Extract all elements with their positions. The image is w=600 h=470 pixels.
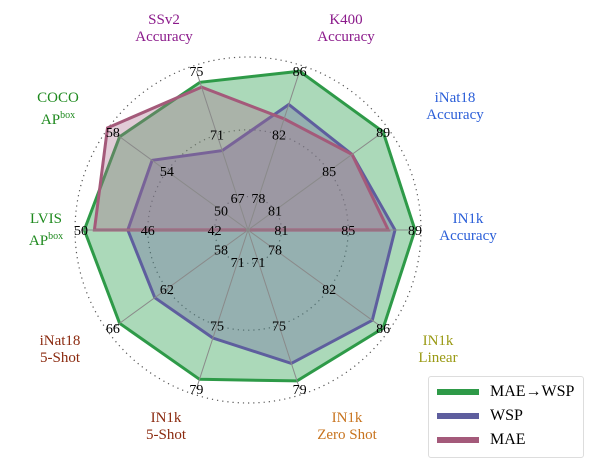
axis-spoke — [112, 131, 249, 231]
axis-label-inat18-accuracy: iNat18 Accuracy — [405, 90, 505, 124]
tick-label: 58 — [106, 126, 120, 141]
legend-item-mae: MAE — [437, 429, 526, 451]
axis-label-line: Accuracy — [317, 29, 375, 45]
axis-label-in1k-zero-shot: IN1k Zero Shot — [302, 410, 392, 444]
tick-label: 67 — [231, 192, 245, 207]
tick-label: 75 — [189, 65, 203, 80]
tick-label: 79 — [189, 383, 203, 398]
tick-label: 89 — [376, 126, 390, 141]
legend-swatch — [437, 437, 479, 443]
axis-label-line: iNat18 — [434, 90, 476, 106]
tick-label: 79 — [293, 383, 307, 398]
superscript: box — [60, 110, 76, 121]
axis-spoke — [247, 229, 301, 389]
axis-label-line: Linear — [418, 350, 458, 366]
tick-label: 81 — [274, 224, 288, 239]
tick-label: 54 — [160, 165, 174, 180]
axis-label-line: LVIS — [30, 211, 62, 227]
tick-label: 85 — [341, 224, 355, 239]
tick-label: 82 — [322, 283, 336, 298]
axis-spokes-top — [81, 71, 415, 389]
tick-label: 81 — [268, 204, 282, 219]
ap-text: AP — [28, 233, 49, 249]
axis-label-in1k-accuracy: IN1k Accuracy — [418, 211, 518, 245]
tick-label: 71 — [231, 256, 245, 271]
axis-spoke — [112, 229, 249, 329]
axis-label-lvis: LVIS APbox — [6, 211, 86, 250]
legend: MAE→WSP WSP MAE — [428, 376, 584, 458]
ap-text: AP — [40, 112, 61, 128]
axis-label-line: K400 — [329, 12, 363, 28]
axis-label-k400: K400 Accuracy — [296, 12, 396, 46]
axis-label-line: COCO — [37, 90, 79, 106]
axis-label-line: SSv2 — [148, 12, 180, 28]
tick-label: 66 — [106, 322, 120, 337]
axis-spoke — [247, 131, 384, 231]
axis-label-coco: COCO APbox — [18, 90, 98, 129]
tick-label: 58 — [214, 244, 228, 259]
axis-label-line: APbox — [18, 107, 98, 129]
axis-label-line: IN1k — [452, 211, 484, 227]
legend-item-mae-wsp: MAE→WSP — [437, 381, 574, 403]
legend-swatch — [437, 413, 479, 419]
tick-label: 86 — [376, 322, 390, 337]
axis-label-inat18-5shot: iNat18 5-Shot — [20, 333, 100, 367]
axis-label-line: Accuracy — [426, 107, 484, 123]
tick-label: 85 — [322, 165, 336, 180]
axis-label-in1k-linear: IN1k Linear — [398, 333, 478, 367]
tick-label: 75 — [272, 319, 286, 334]
axis-label-in1k-5shot: IN1k 5-Shot — [126, 410, 206, 444]
legend-swatch — [437, 389, 479, 395]
tick-label: 62 — [160, 283, 174, 298]
tick-label: 46 — [141, 224, 155, 239]
axis-spoke — [247, 229, 384, 329]
axis-spoke — [195, 229, 249, 389]
legend-label: MAE→WSP — [490, 383, 575, 400]
axis-label-line: Zero Shot — [317, 427, 377, 443]
legend-item-wsp: WSP — [437, 405, 523, 427]
tick-label: 86 — [293, 65, 307, 80]
axis-label-ssv2: SSv2 Accuracy — [114, 12, 214, 46]
tick-label: 50 — [214, 204, 228, 219]
axis-spoke — [247, 71, 301, 231]
tick-label: 71 — [210, 129, 224, 144]
tick-label: 75 — [210, 319, 224, 334]
tick-label: 89 — [408, 224, 422, 239]
axis-label-line: iNat18 — [39, 333, 81, 349]
tick-label: 71 — [251, 256, 265, 271]
axis-label-line: IN1k — [331, 410, 363, 426]
tick-label: 82 — [272, 129, 286, 144]
grid-ring — [74, 56, 422, 404]
tick-label: 78 — [268, 244, 282, 259]
tick-label: 78 — [251, 192, 265, 207]
axis-label-line: Accuracy — [439, 228, 497, 244]
axis-label-line: Accuracy — [135, 29, 193, 45]
axis-label-line: APbox — [6, 228, 86, 250]
tick-label: 42 — [208, 224, 222, 239]
axis-label-line: IN1k — [150, 410, 182, 426]
axis-label-line: 5-Shot — [39, 350, 80, 366]
axis-label-line: IN1k — [422, 333, 454, 349]
tick-labels: 81 85 89 81 85 89 78 82 86 67 71 75 50 54 58 42 46 50 58 62… — [74, 65, 422, 398]
tick-label: 50 — [74, 224, 88, 239]
superscript: box — [48, 231, 64, 242]
axis-label-line: 5-Shot — [145, 427, 186, 443]
axis-spoke — [195, 71, 249, 231]
legend-label: WSP — [490, 407, 523, 424]
legend-label: MAE — [490, 431, 526, 448]
